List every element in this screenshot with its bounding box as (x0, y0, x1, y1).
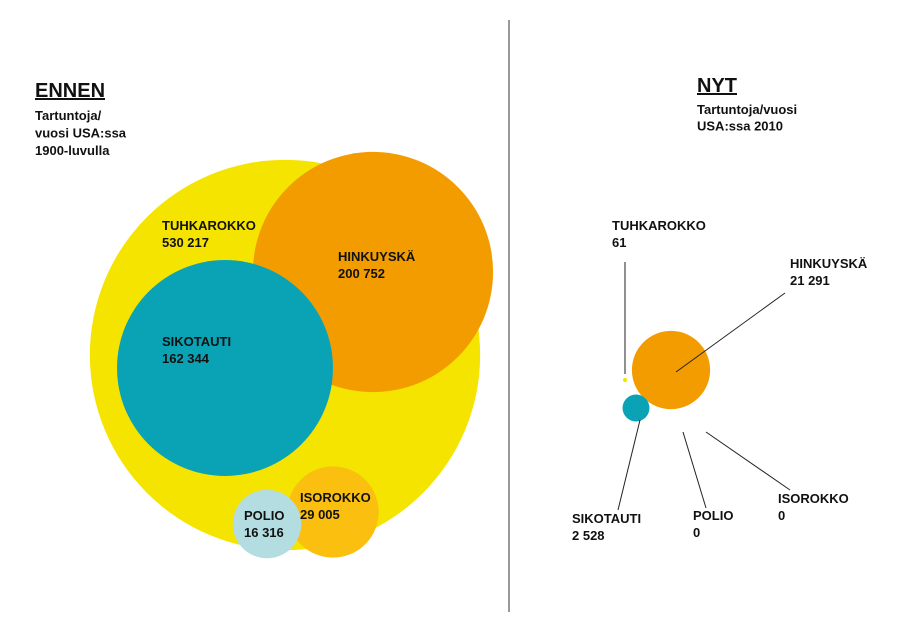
leader-line (617, 419, 641, 511)
category-label: TUHKAROKKO (612, 218, 706, 233)
bubble (631, 330, 711, 410)
panel-subtitle: vuosi USA:ssa (35, 126, 127, 141)
bubble (232, 489, 302, 559)
value-label: 162 344 (162, 351, 210, 366)
value-label: 0 (778, 508, 785, 523)
category-label: HINKUYSKÄ (338, 249, 416, 264)
leader-line (682, 431, 707, 509)
value-label: 16 316 (244, 525, 284, 540)
bubble (622, 394, 650, 422)
leader-line (705, 431, 791, 491)
panel-subtitle: USA:ssa 2010 (697, 119, 783, 134)
value-label: 0 (693, 525, 700, 540)
value-label: 61 (612, 235, 626, 250)
category-label: SIKOTAUTI (162, 334, 231, 349)
category-label: POLIO (693, 508, 733, 523)
category-label: SIKOTAUTI (572, 511, 641, 526)
bubble (287, 466, 379, 558)
value-label: 530 217 (162, 235, 209, 250)
panel-subtitle: 1900-luvulla (35, 143, 110, 158)
value-label: 21 291 (790, 273, 830, 288)
value-label: 2 528 (572, 528, 605, 543)
bubble (622, 377, 628, 383)
category-label: ISOROKKO (300, 490, 371, 505)
category-label: TUHKAROKKO (162, 218, 256, 233)
panel-title: ENNEN (35, 80, 105, 102)
value-label: 29 005 (300, 507, 340, 522)
value-label: 200 752 (338, 266, 385, 281)
panel-subtitle: Tartuntoja/vuosi (697, 102, 797, 117)
category-label: ISOROKKO (778, 491, 849, 506)
panel-subtitle: Tartuntoja/ (35, 108, 102, 123)
category-label: POLIO (244, 508, 284, 523)
panel-title: NYT (697, 75, 737, 97)
bubble (117, 260, 333, 476)
category-label: HINKUYSKÄ (790, 256, 868, 271)
leader-line (675, 292, 786, 373)
